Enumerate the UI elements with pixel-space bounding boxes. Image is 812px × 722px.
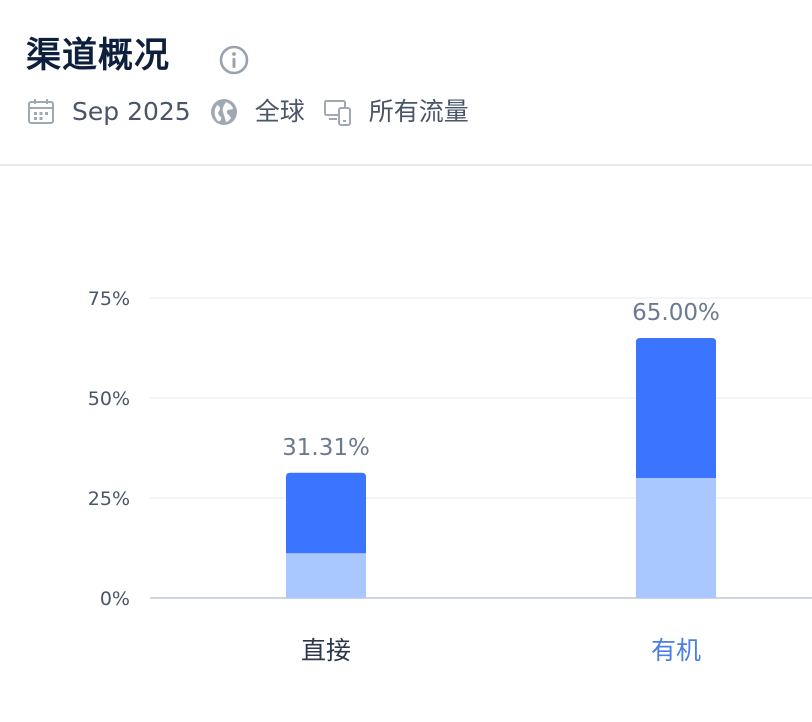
y-tick-label: 25% — [88, 488, 130, 510]
bar-total-label: 31.31% — [282, 435, 370, 461]
globe-icon — [210, 99, 237, 125]
chart-svg: 0% 25% 50% 75% 31.31% 直接 65.00% 有机 — [88, 288, 812, 665]
calendar-icon — [28, 99, 54, 124]
bar-segment-base — [286, 553, 366, 598]
bar-total-label: 65.00% — [632, 300, 720, 326]
region-filter[interactable]: 全球 — [254, 97, 305, 126]
info-icon[interactable] — [218, 44, 250, 76]
chart-header: 渠道概况 Sep 2025 全球 所有 — [0, 0, 812, 166]
x-category-label: 直接 — [301, 636, 351, 665]
channel-bar-chart: 0% 25% 50% 75% 31.31% 直接 65.00% 有机 — [0, 168, 812, 722]
y-tick-label: 0% — [100, 588, 130, 610]
x-category-label[interactable]: 有机 — [651, 636, 701, 665]
y-tick-label: 75% — [88, 288, 130, 310]
y-tick-label: 50% — [88, 388, 130, 410]
devices-icon — [323, 100, 351, 126]
date-filter[interactable]: Sep 2025 — [72, 97, 191, 126]
bar-segment-top — [636, 338, 716, 478]
bar-segment-base — [636, 478, 716, 598]
bar-segment-top — [286, 472, 366, 554]
page-title: 渠道概况 — [26, 36, 171, 76]
traffic-filter[interactable]: 所有流量 — [368, 97, 469, 126]
filter-bar: Sep 2025 全球 所有流量 — [26, 94, 487, 130]
